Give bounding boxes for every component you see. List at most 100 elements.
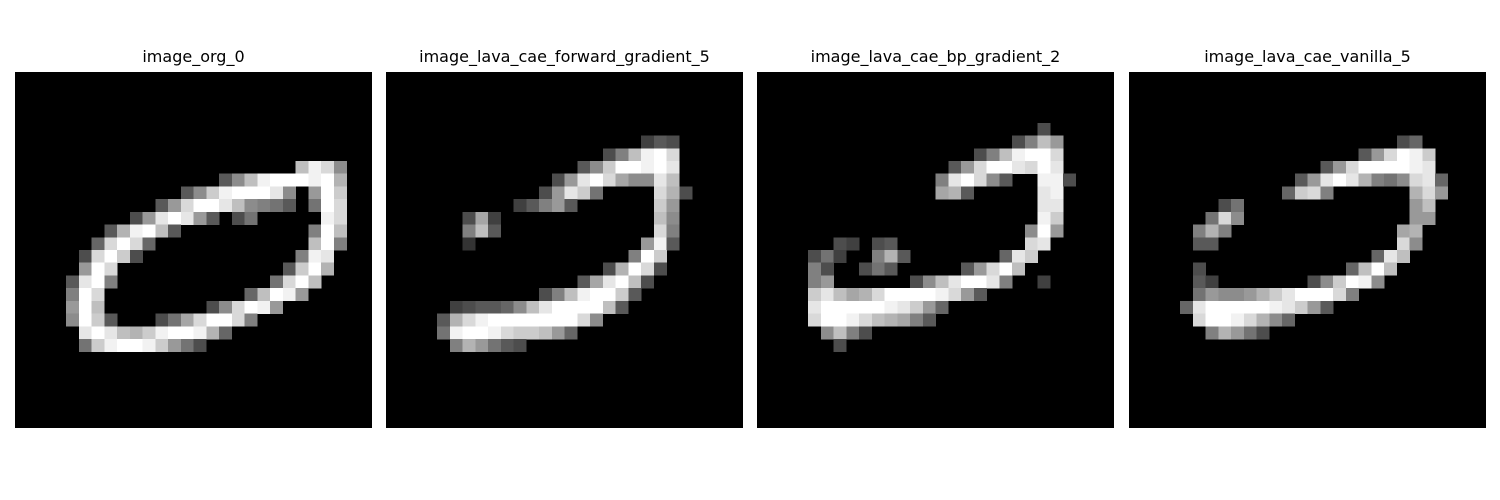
pixel xyxy=(653,262,667,276)
pixel xyxy=(193,186,207,200)
pixel xyxy=(615,161,629,174)
pixel xyxy=(679,186,693,200)
digit-image xyxy=(1129,72,1486,428)
pixel xyxy=(500,313,514,327)
pixel xyxy=(1422,148,1436,162)
pixel xyxy=(168,339,182,352)
pixel xyxy=(999,173,1013,187)
pixel xyxy=(859,262,873,276)
pixel xyxy=(488,224,502,238)
pixel xyxy=(193,199,207,213)
pixel xyxy=(833,300,847,314)
pixel xyxy=(1320,173,1334,187)
pixel xyxy=(1422,186,1436,200)
pixel xyxy=(641,135,655,149)
pixel xyxy=(1320,275,1334,289)
pixel xyxy=(1050,199,1064,213)
pixel xyxy=(462,313,476,327)
pixel xyxy=(1231,288,1245,302)
pixel xyxy=(437,313,451,327)
pixel xyxy=(922,275,936,289)
pixel xyxy=(513,199,527,213)
pixel xyxy=(1396,148,1410,162)
pixel xyxy=(871,313,885,327)
pixel xyxy=(808,262,822,276)
pixel xyxy=(104,237,118,251)
pixel xyxy=(231,211,245,225)
pixel xyxy=(129,237,143,251)
pixel xyxy=(1409,186,1423,200)
pixel xyxy=(219,313,233,327)
pixel xyxy=(142,211,156,225)
pixel xyxy=(1037,199,1051,213)
pixel xyxy=(628,288,642,302)
pixel xyxy=(1384,173,1398,187)
pixel xyxy=(500,326,514,340)
pixel xyxy=(129,339,143,352)
pixel xyxy=(1345,173,1359,187)
pixel xyxy=(961,161,975,174)
panel-image-org-0: image_org_0 xyxy=(15,0,372,430)
pixel xyxy=(884,313,898,327)
pixel xyxy=(1231,313,1245,327)
pixel xyxy=(1037,148,1051,162)
pixel xyxy=(104,326,118,340)
pixel xyxy=(833,326,847,340)
pixel xyxy=(859,288,873,302)
pixel xyxy=(206,211,220,225)
pixel xyxy=(577,186,591,200)
pixel xyxy=(244,211,258,225)
pixel xyxy=(1435,173,1449,187)
pixel xyxy=(564,186,578,200)
pixel xyxy=(871,288,885,302)
pixel xyxy=(282,288,296,302)
pixel xyxy=(602,148,616,162)
pixel xyxy=(475,313,489,327)
pixel xyxy=(219,186,233,200)
pixel xyxy=(1231,326,1245,340)
pixel xyxy=(193,326,207,340)
pixel xyxy=(308,250,322,263)
pixel xyxy=(666,224,680,238)
pixel xyxy=(820,313,834,327)
pixel-grid xyxy=(1129,72,1486,428)
pixel xyxy=(1205,237,1219,251)
pixel xyxy=(602,161,616,174)
pixel xyxy=(948,275,962,289)
pixel xyxy=(1384,161,1398,174)
pixel xyxy=(820,300,834,314)
pixel xyxy=(1409,199,1423,213)
pixel xyxy=(833,288,847,302)
pixel xyxy=(577,161,591,174)
pixel xyxy=(206,199,220,213)
pixel xyxy=(321,237,335,251)
pixel xyxy=(91,326,105,340)
pixel xyxy=(1320,300,1334,314)
pixel xyxy=(282,199,296,213)
pixel xyxy=(615,173,629,187)
pixel xyxy=(104,262,118,276)
pixel xyxy=(999,250,1013,263)
pixel xyxy=(577,288,591,302)
pixel xyxy=(1409,224,1423,238)
pixel xyxy=(564,300,578,314)
pixel xyxy=(999,275,1013,289)
digit-image xyxy=(386,72,743,428)
pixel xyxy=(808,313,822,327)
pixel xyxy=(1037,122,1051,136)
pixel xyxy=(833,250,847,263)
pixel xyxy=(539,300,553,314)
pixel xyxy=(897,288,911,302)
pixel xyxy=(897,300,911,314)
pixel xyxy=(820,288,834,302)
pixel xyxy=(1231,211,1245,225)
pixel xyxy=(475,211,489,225)
pixel xyxy=(104,224,118,238)
pixel xyxy=(910,288,924,302)
pixel xyxy=(590,186,604,200)
pixel xyxy=(1218,326,1232,340)
pixel xyxy=(641,148,655,162)
pixel xyxy=(973,161,987,174)
pixel xyxy=(910,275,924,289)
pixel xyxy=(1269,288,1283,302)
